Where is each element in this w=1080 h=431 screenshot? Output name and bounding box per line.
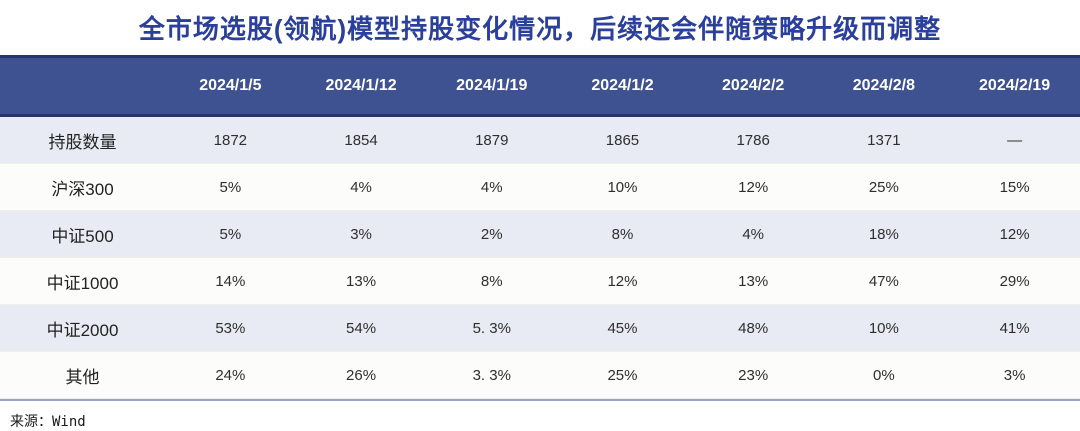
- row-label: 中证500: [51, 226, 114, 246]
- value-cell: 48%: [738, 319, 769, 337]
- value-cell: 4%: [295, 163, 427, 211]
- value-cell: 5%: [219, 225, 242, 243]
- value-cell: 47%: [818, 257, 950, 305]
- value-cell: 18%: [868, 225, 899, 243]
- value-cell: 54%: [346, 319, 377, 337]
- value-cell: 13%: [687, 257, 819, 305]
- value-cell: 4%: [426, 163, 558, 211]
- value-cell: 1879: [475, 131, 509, 149]
- value-cell: 3. 3%: [426, 351, 558, 399]
- value-cell: 45%: [607, 319, 638, 337]
- table-row-others: 其他 24% 26% 3. 3% 25% 23% 0% 3%: [0, 351, 1080, 399]
- source-note: 来源：Wind: [10, 414, 86, 430]
- value-cell: 29%: [949, 257, 1080, 305]
- value-cell: 14%: [165, 257, 296, 305]
- table-row-csi500: 中证500 5% 3% 2% 8% 4% 18% 12%: [0, 210, 1080, 258]
- value-cell: —: [1007, 131, 1023, 149]
- value-cell: 12%: [999, 225, 1030, 243]
- value-cell: 1865: [605, 131, 640, 149]
- value-cell: 1854: [344, 131, 378, 149]
- row-label: 沪深300: [0, 163, 165, 211]
- value-cell: 15%: [949, 163, 1080, 211]
- value-cell: 8%: [611, 225, 634, 243]
- value-cell: 26%: [295, 351, 427, 399]
- value-cell: 4%: [742, 225, 764, 243]
- value-cell: 10%: [868, 319, 899, 337]
- value-cell: 3%: [949, 351, 1080, 399]
- column-header-date: 2024/1/19: [426, 55, 558, 117]
- value-cell: 25%: [557, 351, 688, 399]
- value-cell: 23%: [687, 351, 819, 399]
- value-cell: 24%: [165, 351, 296, 399]
- value-cell: 10%: [557, 163, 688, 211]
- value-cell: 13%: [295, 257, 427, 305]
- value-cell: 41%: [999, 319, 1030, 337]
- value-cell: 53%: [215, 319, 246, 337]
- table-row-hs300: 沪深300 5% 4% 4% 10% 12% 25% 15%: [0, 163, 1080, 211]
- row-label: 持股数量: [48, 132, 117, 152]
- column-header-date: 2024/1/12: [295, 55, 427, 117]
- value-cell: 25%: [818, 163, 950, 211]
- column-header-date: 2024/2/19: [949, 55, 1080, 117]
- value-cell: 1371: [867, 131, 901, 149]
- holdings-table: 2024/1/5 2024/1/12 2024/1/19 2024/1/2 20…: [0, 55, 1080, 399]
- page-title: 全市场选股(领航)模型持股变化情况，后续还会伴随策略升级而调整: [138, 14, 942, 44]
- value-cell: 12%: [557, 257, 688, 305]
- row-label: 中证2000: [46, 320, 119, 340]
- value-cell: 5%: [165, 163, 296, 211]
- row-label: 中证1000: [0, 257, 165, 305]
- table-row-csi2000: 中证2000 53% 54% 5. 3% 45% 48% 10% 41%: [0, 304, 1080, 352]
- column-header-date: 2024/2/8: [818, 55, 950, 117]
- value-cell: 2%: [480, 225, 503, 243]
- value-cell: 12%: [687, 163, 819, 211]
- value-cell: 8%: [426, 257, 558, 305]
- table-row-holding-count: 持股数量 1872 1854 1879 1865 1786 1371 —: [0, 115, 1080, 164]
- value-cell: 5. 3%: [472, 319, 511, 337]
- column-header-date: 2024/1/5: [165, 55, 296, 117]
- column-header-label: [0, 55, 165, 117]
- row-label: 其他: [0, 351, 165, 399]
- header-row: 2024/1/5 2024/1/12 2024/1/19 2024/1/2 20…: [0, 55, 1080, 117]
- value-cell: 0%: [818, 351, 950, 399]
- value-cell: 1872: [213, 131, 248, 149]
- value-cell: 3%: [350, 225, 372, 243]
- column-header-date: 2024/1/2: [557, 55, 688, 117]
- table-row-csi1000: 中证1000 14% 13% 8% 12% 13% 47% 29%: [0, 257, 1080, 305]
- value-cell: 1786: [736, 131, 770, 149]
- column-header-date: 2024/2/2: [687, 55, 819, 117]
- table-bottom-rule: [0, 399, 1080, 401]
